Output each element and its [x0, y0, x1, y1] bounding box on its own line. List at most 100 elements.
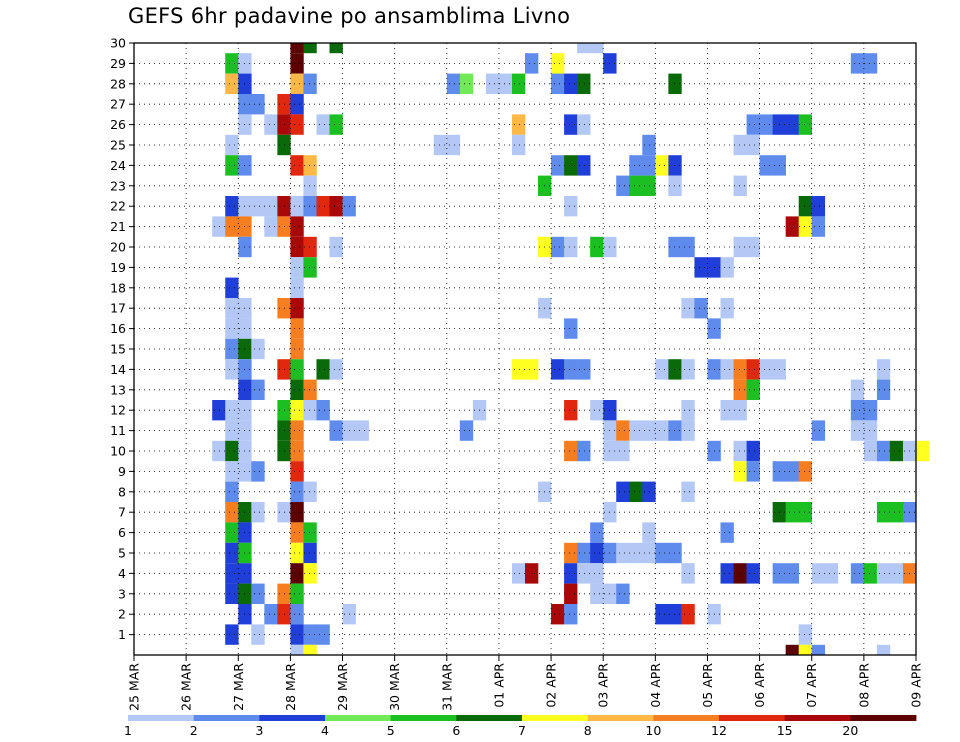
- data-cell: [681, 604, 695, 625]
- data-cell: [446, 134, 461, 156]
- data-cell: [733, 461, 747, 482]
- data-cell: [824, 563, 839, 584]
- data-cell: [785, 461, 799, 482]
- colorbar-label: 3: [255, 723, 263, 738]
- x-tick-label: 06 APR: [752, 663, 767, 708]
- data-cell: [303, 563, 317, 584]
- data-cell: [577, 43, 591, 54]
- data-cell: [889, 502, 904, 523]
- data-cell: [876, 379, 891, 400]
- data-cell: [668, 359, 682, 380]
- data-cell: [290, 257, 304, 278]
- y-tick-label: 21: [110, 219, 126, 234]
- data-cell: [303, 542, 317, 564]
- x-tick-label: 26 MAR: [179, 663, 194, 711]
- y-tick-label: 11: [110, 423, 126, 438]
- data-cell: [290, 277, 304, 298]
- data-cell: [290, 338, 304, 360]
- data-cell: [225, 216, 239, 237]
- data-cell: [798, 502, 813, 523]
- data-cell: [681, 236, 695, 258]
- data-cell: [290, 236, 304, 258]
- data-cell: [798, 196, 813, 217]
- data-cell: [642, 481, 656, 502]
- data-cell: [668, 542, 682, 564]
- data-cell: [720, 298, 734, 319]
- colorbar-swatch: [784, 715, 851, 721]
- data-cell: [551, 53, 565, 74]
- data-cell: [733, 379, 747, 400]
- data-cell: [720, 257, 734, 278]
- data-cell: [733, 400, 747, 421]
- data-cell: [681, 400, 695, 421]
- y-tick-label: 15: [110, 342, 126, 357]
- data-cell: [746, 461, 760, 482]
- colorbar-swatch: [587, 715, 654, 721]
- data-cell: [876, 502, 891, 523]
- data-cell: [668, 73, 682, 94]
- data-cell: [303, 236, 317, 258]
- data-cell: [225, 73, 239, 94]
- data-cell: [551, 155, 565, 176]
- data-cell: [811, 420, 826, 441]
- data-cell: [290, 542, 304, 564]
- colorbar: 1 2 3 4 5 6 7 8 10 12 15 20: [124, 715, 917, 738]
- data-cell: [290, 400, 304, 421]
- data-cell: [590, 43, 604, 54]
- x-tick-label: 25 MAR: [127, 663, 142, 711]
- colorbar-swatch: [719, 715, 786, 721]
- data-cell: [876, 359, 891, 380]
- data-cell: [290, 583, 304, 604]
- data-cell: [264, 604, 278, 625]
- data-cell: [251, 94, 265, 115]
- data-cell: [577, 73, 591, 94]
- data-cell: [876, 563, 891, 584]
- data-cell: [498, 73, 513, 94]
- data-cell: [863, 400, 878, 421]
- data-cell: [564, 440, 578, 462]
- data-cell: [668, 420, 682, 441]
- data-cell: [733, 440, 747, 462]
- data-cell: [616, 440, 630, 462]
- data-cell: [850, 563, 865, 584]
- x-tick-label: 05 APR: [700, 663, 715, 708]
- data-cell: [225, 400, 239, 421]
- data-cell: [564, 542, 578, 564]
- data-cell: [225, 583, 239, 604]
- data-cell: [225, 196, 239, 217]
- y-tick-label: 3: [118, 586, 126, 601]
- data-cell: [251, 583, 265, 604]
- y-tick-label: 28: [110, 76, 126, 91]
- data-cell: [290, 114, 304, 135]
- data-cell: [564, 359, 578, 380]
- y-tick-label: 8: [118, 484, 126, 499]
- data-cell: [303, 481, 317, 502]
- data-cell: [290, 481, 304, 502]
- data-cell: [668, 155, 682, 176]
- data-cell: [290, 604, 304, 625]
- data-cell: [720, 359, 734, 380]
- data-cell: [681, 563, 695, 584]
- data-cell: [316, 359, 330, 380]
- colorbar-label: 4: [321, 723, 329, 738]
- data-cell: [655, 604, 669, 625]
- data-cell: [863, 53, 878, 74]
- colorbar-swatch: [259, 715, 326, 721]
- data-cell: [785, 502, 799, 523]
- data-cell: [525, 53, 539, 74]
- colorbar-label: 6: [452, 723, 460, 738]
- x-tick-label: 30 MAR: [387, 663, 402, 711]
- data-cell: [225, 481, 239, 502]
- data-cell: [225, 461, 239, 482]
- data-cell: [251, 379, 265, 400]
- data-cell: [642, 134, 656, 156]
- data-cell: [746, 114, 760, 135]
- x-tick-label: 03 APR: [596, 663, 611, 708]
- data-cell: [577, 155, 591, 176]
- data-cell: [290, 196, 304, 217]
- data-cell: [290, 522, 304, 543]
- y-tick-label: 27: [110, 97, 126, 112]
- y-tick-label: 13: [110, 382, 126, 397]
- x-tick-label: 09 APR: [909, 663, 924, 708]
